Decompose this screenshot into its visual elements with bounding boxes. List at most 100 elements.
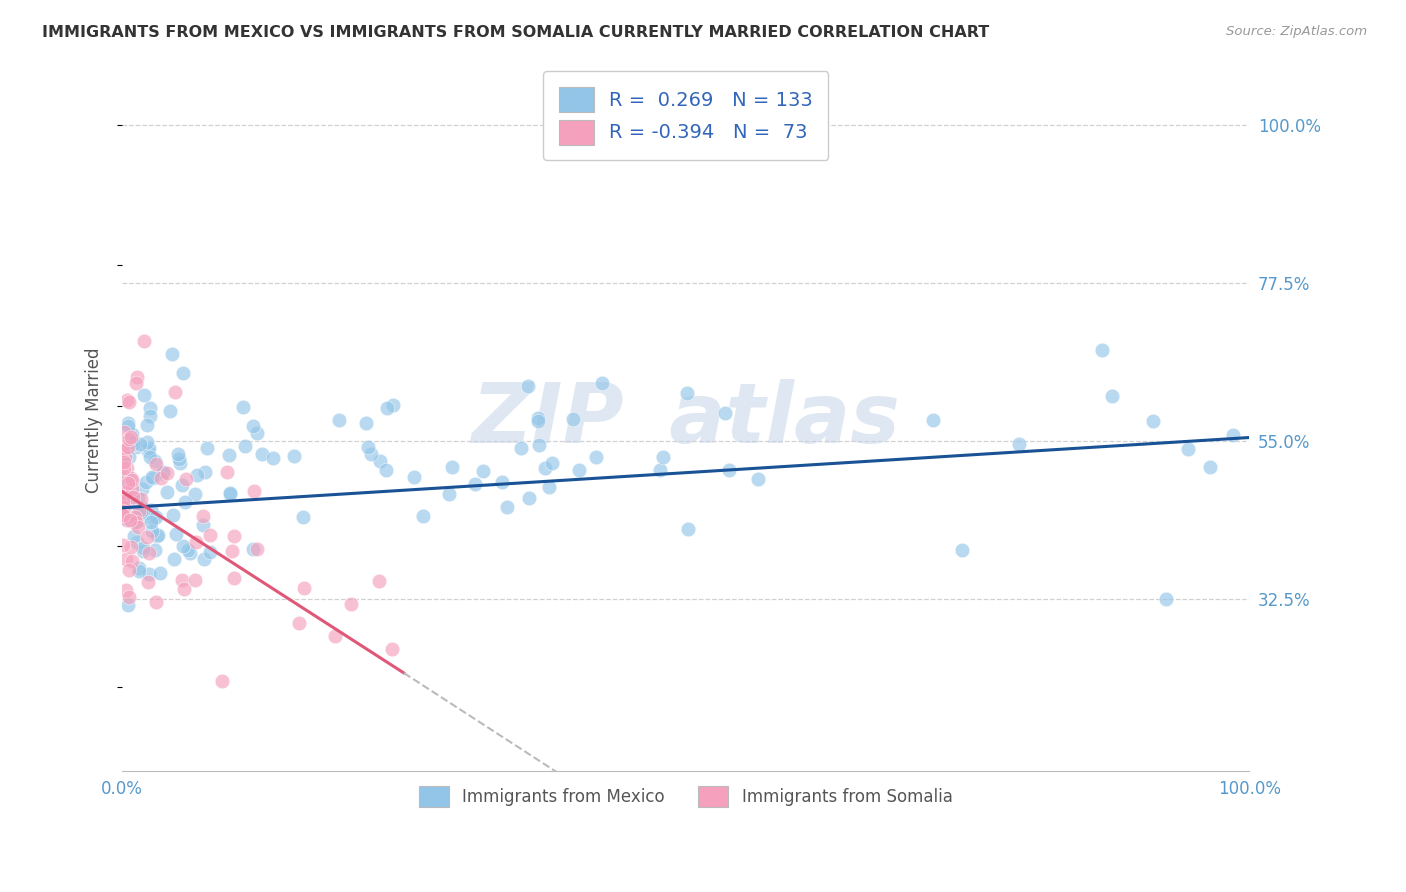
Point	[131, 544, 153, 558]
Point	[139, 409, 162, 424]
Point	[381, 641, 404, 656]
Point	[516, 379, 538, 393]
Point	[112, 443, 135, 458]
Point	[252, 447, 274, 461]
Point	[112, 425, 135, 439]
Point	[112, 461, 135, 475]
Point	[121, 426, 143, 441]
Point	[139, 515, 162, 529]
Point	[136, 575, 159, 590]
Point	[370, 454, 392, 468]
Point	[1154, 591, 1177, 606]
Point	[146, 529, 169, 543]
Point	[194, 466, 217, 480]
Point	[128, 561, 150, 575]
Point	[139, 401, 162, 416]
Point	[117, 471, 139, 485]
Point	[118, 450, 141, 464]
Point	[132, 388, 155, 402]
Point	[112, 494, 135, 508]
Point	[136, 530, 159, 544]
Point	[149, 566, 172, 580]
Point	[117, 513, 139, 527]
Point	[150, 471, 173, 485]
Point	[242, 541, 264, 556]
Point	[170, 573, 193, 587]
Point	[292, 509, 315, 524]
Point	[950, 542, 973, 557]
Point	[115, 485, 138, 500]
Point	[186, 535, 208, 549]
Point	[562, 411, 585, 425]
Point	[232, 401, 254, 415]
Point	[464, 477, 486, 491]
Point	[368, 574, 391, 588]
Point	[117, 475, 139, 490]
Point	[193, 508, 215, 523]
Point	[163, 552, 186, 566]
Point	[648, 463, 671, 477]
Point	[135, 506, 157, 520]
Point	[186, 467, 208, 482]
Point	[136, 444, 159, 458]
Point	[142, 470, 165, 484]
Point	[165, 526, 187, 541]
Point	[1142, 414, 1164, 428]
Point	[146, 528, 169, 542]
Point	[125, 376, 148, 390]
Point	[1177, 442, 1199, 456]
Point	[127, 534, 149, 549]
Point	[441, 460, 464, 475]
Point	[121, 474, 143, 488]
Point	[120, 434, 142, 449]
Point	[136, 418, 159, 433]
Point	[120, 471, 142, 485]
Point	[159, 404, 181, 418]
Point	[162, 508, 184, 522]
Point	[145, 595, 167, 609]
Point	[156, 485, 179, 500]
Point	[117, 419, 139, 434]
Text: ZIP  atlas: ZIP atlas	[471, 379, 900, 460]
Point	[567, 463, 589, 477]
Point	[124, 509, 146, 524]
Point	[114, 500, 136, 514]
Point	[1008, 437, 1031, 451]
Point	[219, 487, 242, 501]
Point	[114, 489, 136, 503]
Point	[128, 436, 150, 450]
Point	[145, 510, 167, 524]
Point	[112, 437, 135, 451]
Point	[287, 616, 309, 631]
Point	[173, 582, 195, 597]
Point	[323, 629, 346, 643]
Point	[117, 497, 139, 511]
Point	[1091, 343, 1114, 357]
Point	[437, 487, 460, 501]
Point	[141, 469, 163, 483]
Point	[112, 500, 135, 514]
Point	[138, 566, 160, 581]
Point	[215, 465, 238, 479]
Point	[510, 441, 533, 455]
Point	[128, 504, 150, 518]
Point	[117, 496, 139, 510]
Point	[152, 466, 174, 480]
Point	[135, 434, 157, 449]
Point	[195, 441, 218, 455]
Point	[125, 515, 148, 529]
Point	[173, 495, 195, 509]
Point	[1101, 389, 1123, 403]
Point	[375, 401, 398, 416]
Point	[118, 432, 141, 446]
Point	[292, 581, 315, 595]
Point	[125, 500, 148, 515]
Point	[117, 440, 139, 454]
Point	[651, 450, 673, 464]
Point	[138, 441, 160, 455]
Point	[526, 410, 548, 425]
Point	[115, 513, 138, 527]
Point	[117, 494, 139, 508]
Point	[115, 461, 138, 475]
Point	[141, 524, 163, 539]
